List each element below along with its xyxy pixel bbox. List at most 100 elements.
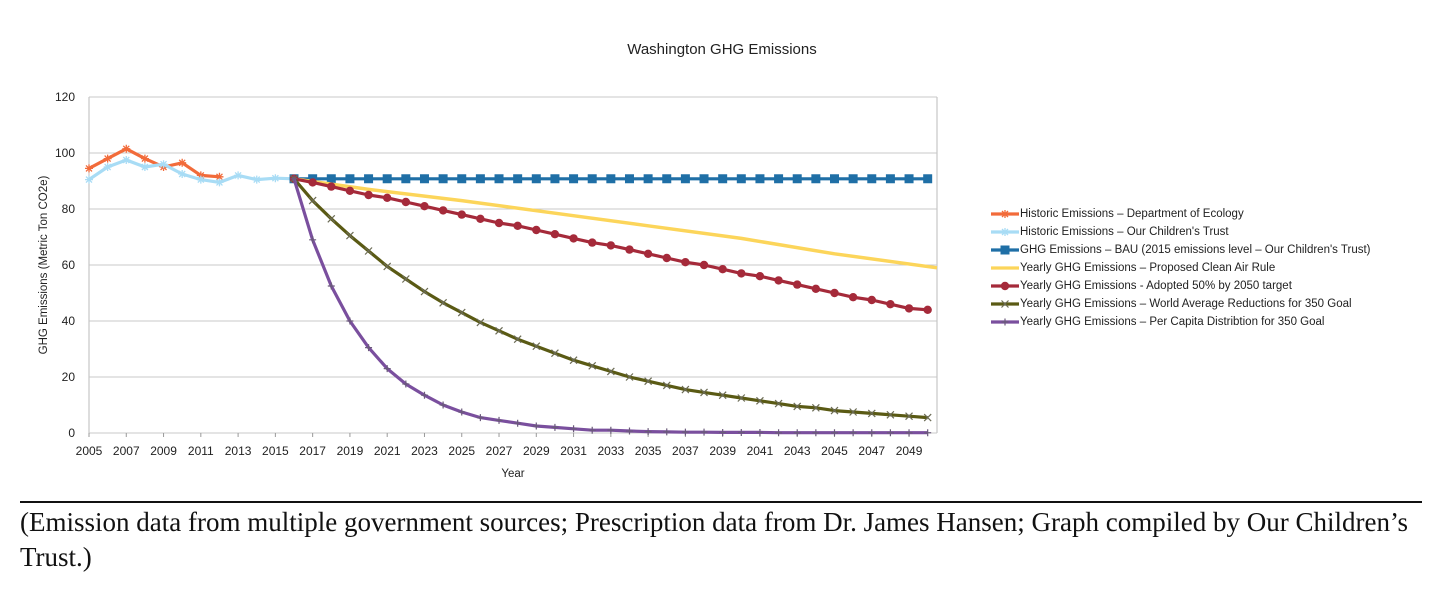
data-point xyxy=(159,160,168,169)
data-point xyxy=(793,402,802,411)
data-point xyxy=(905,429,913,437)
legend-swatch xyxy=(991,300,1019,308)
data-point xyxy=(886,300,895,309)
data-point xyxy=(588,361,597,370)
data-point xyxy=(867,174,877,184)
data-point xyxy=(644,428,652,436)
data-point xyxy=(924,429,932,437)
x-tick-label: 2029 xyxy=(523,444,550,458)
data-point xyxy=(625,427,633,435)
series-2 xyxy=(289,174,933,184)
y-tick-label: 100 xyxy=(55,146,75,160)
x-tick-label: 2017 xyxy=(299,444,326,458)
data-point xyxy=(402,380,410,388)
series-line xyxy=(292,178,928,435)
data-point xyxy=(868,429,876,437)
data-point xyxy=(811,403,820,412)
data-point xyxy=(458,408,466,416)
x-tick-label: 2039 xyxy=(709,444,736,458)
data-point xyxy=(196,171,205,180)
data-point xyxy=(830,288,839,298)
x-tick-label: 2041 xyxy=(747,444,774,458)
data-point xyxy=(569,234,578,243)
legend-swatch xyxy=(991,281,1019,291)
data-point xyxy=(234,171,243,180)
data-point xyxy=(569,174,579,184)
x-tick-label: 2047 xyxy=(858,444,885,458)
data-point xyxy=(904,174,914,184)
data-point xyxy=(1001,228,1009,236)
data-point xyxy=(643,249,653,258)
data-point xyxy=(364,190,373,200)
data-point xyxy=(1000,245,1010,255)
data-point xyxy=(848,174,858,184)
data-point xyxy=(662,253,671,263)
data-point xyxy=(663,428,671,436)
data-point xyxy=(756,428,764,436)
data-point xyxy=(103,154,112,163)
data-point xyxy=(606,174,616,184)
series-line xyxy=(293,177,938,270)
data-point xyxy=(719,428,727,436)
data-point xyxy=(793,280,802,289)
series-1 xyxy=(85,156,299,187)
data-point xyxy=(551,349,559,358)
data-point xyxy=(495,326,503,335)
x-tick-label: 2035 xyxy=(635,444,662,458)
legend-swatch xyxy=(991,228,1019,236)
data-point xyxy=(775,429,783,437)
x-tick-label: 2013 xyxy=(225,444,252,458)
data-point xyxy=(531,174,541,184)
series-line xyxy=(88,147,220,179)
data-point xyxy=(532,422,540,430)
data-point xyxy=(587,174,597,184)
data-point xyxy=(699,260,709,270)
data-point xyxy=(700,388,708,397)
data-point xyxy=(923,413,932,422)
legend-label: GHG Emissions – BAU (2015 emissions leve… xyxy=(1020,244,1371,256)
source-caption: (Emission data from multiple government … xyxy=(20,507,1408,572)
data-point xyxy=(904,304,914,313)
data-point xyxy=(643,174,653,184)
data-point xyxy=(178,158,187,167)
series-3 xyxy=(293,177,938,270)
data-point xyxy=(737,269,746,278)
data-point xyxy=(364,174,374,184)
data-point xyxy=(85,164,93,173)
data-point xyxy=(774,276,783,285)
data-point xyxy=(365,344,373,352)
legend-label: Historic Emissions – Department of Ecolo… xyxy=(1020,208,1244,220)
x-tick-label: 2019 xyxy=(337,444,364,458)
data-point xyxy=(570,425,578,433)
series-6 xyxy=(290,175,932,437)
data-point xyxy=(551,423,559,431)
data-point xyxy=(662,174,672,184)
x-tick-label: 2033 xyxy=(597,444,624,458)
data-point xyxy=(886,429,894,437)
y-tick-label: 60 xyxy=(62,258,76,272)
data-point xyxy=(588,238,597,247)
data-point xyxy=(885,174,895,184)
data-point xyxy=(680,174,690,184)
x-tick-label: 2009 xyxy=(150,444,177,458)
data-point xyxy=(905,412,913,421)
data-point xyxy=(607,426,615,434)
data-point xyxy=(886,410,895,419)
data-point xyxy=(476,414,484,422)
x-tick-label: 2031 xyxy=(560,444,587,458)
data-point xyxy=(327,214,336,223)
data-point xyxy=(662,381,671,390)
data-point xyxy=(700,428,708,436)
data-point xyxy=(215,178,224,187)
data-point xyxy=(718,265,727,274)
data-point xyxy=(1001,318,1009,326)
data-point xyxy=(737,428,745,436)
legend-swatch xyxy=(991,245,1019,255)
x-tick-label: 2025 xyxy=(448,444,475,458)
data-point xyxy=(476,214,485,223)
y-axis-label: GHG Emissions (Metric Ton CO2e) xyxy=(38,175,50,354)
data-point xyxy=(420,391,428,399)
data-point xyxy=(252,175,261,184)
data-point xyxy=(792,174,802,184)
data-point xyxy=(494,218,504,228)
